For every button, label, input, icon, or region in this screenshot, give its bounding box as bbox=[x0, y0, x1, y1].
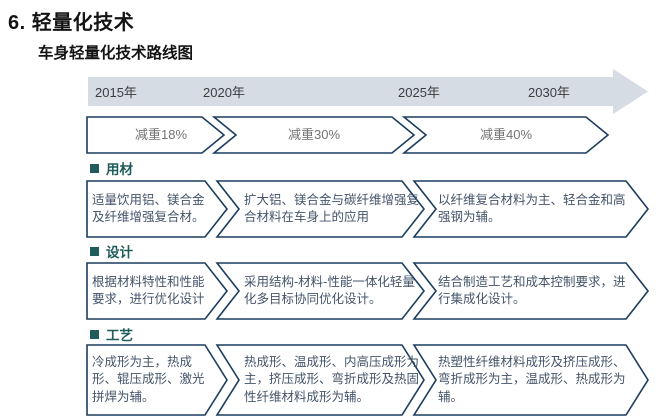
chevron-shape bbox=[86, 344, 228, 416]
process-step: 热塑性纤维材料成形及挤压成形、弯折成形为主，温成形、热成形为辅。 bbox=[438, 355, 626, 404]
materials-chevrons bbox=[86, 180, 650, 238]
chevron-shape bbox=[211, 116, 416, 154]
chevron-shape bbox=[215, 262, 426, 320]
materials-step: 扩大铝、镁合金与碳纤维增强复合材料在车身上的应用 bbox=[244, 192, 420, 224]
section-label-design: 设计 bbox=[90, 241, 133, 261]
process-row: 冷成形为主，热成形、辊压成形、激光拼焊为辅。 热成形、温成形、内高压成形为主，挤… bbox=[86, 344, 656, 416]
process-step: 冷成形为主，热成形、辊压成形、激光拼焊为辅。 bbox=[92, 355, 205, 404]
timeline-year: 2030年 bbox=[528, 85, 570, 100]
timeline-axis: 2015年 2020年 2025年 2030年 bbox=[88, 69, 653, 114]
page-title: 6. 轻量化技术 bbox=[8, 12, 135, 34]
design-step: 采用结构-材料-性能一体化轻量化多目标协同优化设计。 bbox=[244, 274, 415, 306]
chevron-shape bbox=[86, 262, 229, 320]
timeline-year: 2015年 bbox=[95, 85, 137, 100]
square-bullet-icon bbox=[90, 329, 99, 339]
chevron-shape bbox=[412, 262, 650, 320]
weight-target: 减重30% bbox=[287, 127, 341, 143]
chevron-shape bbox=[412, 344, 649, 416]
chevron-shape bbox=[215, 344, 425, 416]
design-step: 结合制造工艺和成本控制要求，进行集成化设计。 bbox=[438, 274, 626, 306]
section-label-text: 用材 bbox=[106, 162, 133, 177]
section-label-process: 工艺 bbox=[90, 324, 133, 344]
design-row: 根据材料特性和性能要求，进行优化设计 采用结构-材料-性能一体化轻量化多目标协同… bbox=[86, 262, 656, 320]
timeline-arrow bbox=[88, 69, 648, 114]
section-label-text: 工艺 bbox=[106, 328, 133, 343]
diagram-title: 车身轻量化技术路线图 bbox=[38, 45, 194, 62]
weight-target: 减重18% bbox=[134, 127, 188, 143]
process-chevrons bbox=[86, 344, 649, 416]
chevron-shape bbox=[412, 180, 650, 238]
materials-row: 适量饮用铝、镁合金及纤维增强复合材。 扩大铝、镁合金与碳纤维增强复合材料在车身上… bbox=[86, 180, 656, 238]
design-chevrons bbox=[86, 262, 650, 320]
square-bullet-icon bbox=[90, 163, 99, 173]
materials-step: 适量饮用铝、镁合金及纤维增强复合材。 bbox=[92, 192, 205, 224]
design-step: 根据材料特性和性能要求，进行优化设计 bbox=[92, 274, 205, 306]
materials-step: 以纤维复合材料为主、轻合金和高强钢为辅。 bbox=[438, 192, 626, 224]
chevron-shape bbox=[86, 116, 226, 154]
timeline-year: 2025年 bbox=[398, 85, 440, 100]
weight-target: 减重40% bbox=[479, 127, 533, 143]
timeline-arrow-shape bbox=[88, 69, 648, 114]
weight-target-row: 减重18% 减重30% 减重40% bbox=[86, 116, 616, 154]
section-label-materials: 用材 bbox=[90, 158, 133, 178]
square-bullet-icon bbox=[90, 246, 99, 256]
timeline-year: 2020年 bbox=[203, 85, 245, 100]
chevron-shape bbox=[401, 116, 610, 154]
weight-target-chevrons bbox=[86, 116, 610, 154]
process-step: 热成形、温成形、内高压成形为主，挤压成形、弯折成形及热固性纤维材料成形为辅。 bbox=[244, 355, 420, 404]
section-label-text: 设计 bbox=[106, 245, 133, 260]
chevron-shape bbox=[86, 180, 229, 238]
chevron-shape bbox=[215, 180, 426, 238]
